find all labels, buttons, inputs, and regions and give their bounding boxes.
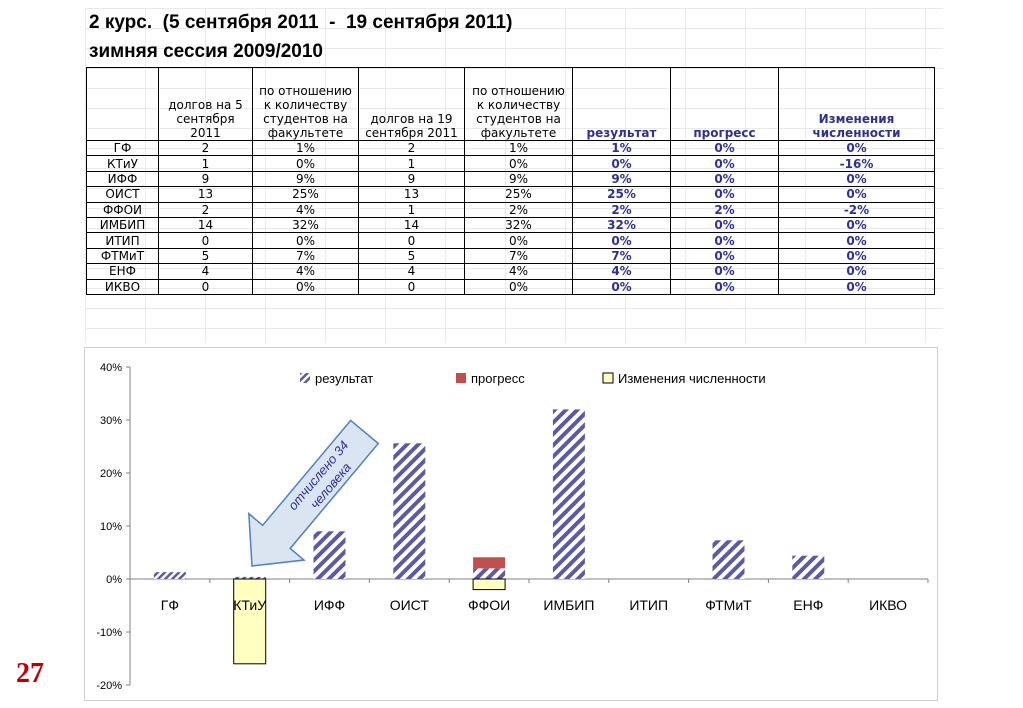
table-row: ЕНФ 4 4% 4 4% 4% 0% 0% bbox=[86, 263, 935, 280]
bar-0-ИФФ bbox=[313, 531, 346, 579]
value-cell: 4% bbox=[464, 263, 573, 280]
table-row: ИМБИП 14 32% 14 32% 32% 0% 0% bbox=[86, 216, 935, 234]
faculty-cell: ЕНФ bbox=[86, 263, 159, 280]
value-cell: 4 bbox=[158, 263, 253, 280]
value-cell: 4% bbox=[252, 263, 359, 280]
value-cell: 25% bbox=[572, 186, 671, 203]
legend-swatch bbox=[456, 373, 466, 383]
column-header: долгов на 5 сентября 2011 bbox=[158, 67, 253, 141]
table-header-row: долгов на 5 сентября 2011 по отношению к … bbox=[86, 67, 935, 141]
bar-0-ОИСТ bbox=[393, 443, 426, 579]
bar-2-КТиУ bbox=[233, 578, 267, 665]
value-cell: 7% bbox=[252, 247, 359, 265]
faculty-cell: ФФОИ bbox=[86, 201, 159, 218]
column-header bbox=[86, 67, 159, 141]
bar-1-ФФОИ bbox=[473, 557, 506, 569]
bar-2-ФФОИ bbox=[472, 578, 506, 591]
title-line-2: зимняя сессия 2009/2010 bbox=[89, 41, 323, 62]
column-header: по отношению к количеству студентов на ф… bbox=[252, 67, 359, 141]
table-row: ФТМиТ 5 7% 5 7% 7% 0% 0% bbox=[86, 247, 935, 265]
arrow-shape bbox=[247, 419, 380, 567]
page-number: 27 bbox=[16, 658, 44, 689]
x-tick-label: ИКВО bbox=[869, 597, 907, 613]
x-tick-label: КТиУ bbox=[233, 597, 266, 613]
y-tick-label: -10% bbox=[96, 627, 122, 639]
value-cell: 14 bbox=[358, 216, 465, 234]
value-cell: 0% bbox=[464, 278, 573, 295]
value-cell: 0% bbox=[670, 186, 779, 203]
bar-0-ГФ bbox=[153, 572, 186, 579]
legend-swatch bbox=[602, 372, 614, 384]
x-tick-label: ФФОИ bbox=[468, 597, 510, 613]
value-cell: 0% bbox=[778, 247, 935, 265]
bar-0-КТиУ bbox=[233, 576, 266, 579]
bar-0-ФФОИ bbox=[473, 568, 506, 579]
value-cell: 0% bbox=[670, 278, 779, 295]
value-cell: 5 bbox=[358, 247, 465, 265]
y-tick-label: 0% bbox=[106, 574, 122, 586]
value-cell: 0% bbox=[778, 232, 935, 249]
x-tick-label: ОИСТ bbox=[390, 597, 430, 613]
debt-table: долгов на 5 сентября 2011 по отношению к … bbox=[86, 67, 935, 295]
column-header: долгов на 19 сентября 2011 bbox=[358, 67, 465, 141]
value-cell: 0 bbox=[158, 278, 253, 295]
value-cell: 0% bbox=[778, 263, 935, 280]
y-tick-label: 20% bbox=[100, 468, 122, 480]
legend-entry: Изменения численности bbox=[618, 371, 766, 386]
title-line-1: 2 курс. (5 сентября 2011 - 19 сентября 2… bbox=[89, 12, 513, 33]
legend-swatch bbox=[300, 373, 310, 383]
faculty-cell: ОИСТ bbox=[86, 186, 159, 203]
chart-frame bbox=[84, 347, 938, 701]
value-cell: 0% bbox=[252, 278, 359, 295]
x-tick-label: ИФФ bbox=[314, 597, 345, 613]
x-tick-label: ГФ bbox=[161, 597, 179, 613]
legend-entry: прогресс bbox=[471, 371, 525, 386]
value-cell: 0% bbox=[778, 278, 935, 295]
value-cell: 0% bbox=[572, 278, 671, 295]
value-cell: 7% bbox=[464, 247, 573, 265]
value-cell: 4% bbox=[572, 263, 671, 280]
x-tick-label: ИМБИП bbox=[543, 597, 594, 613]
table-row: ГФ 2 1% 2 1% 1% 0% 0% bbox=[86, 139, 935, 157]
column-header: по отношению к количеству студентов на ф… bbox=[464, 67, 573, 141]
x-tick-label: ФТМиТ bbox=[705, 597, 752, 613]
table-row: КТиУ 1 0% 1 0% 0% 0% -16% bbox=[86, 155, 935, 172]
y-tick-label: -20% bbox=[96, 680, 122, 692]
faculty-cell: ИКВО bbox=[86, 278, 159, 295]
table-row: ИКВО 0 0% 0 0% 0% 0% 0% bbox=[86, 278, 935, 295]
y-tick-label: 40% bbox=[100, 362, 122, 374]
x-tick-label: ИТИП bbox=[629, 597, 668, 613]
value-cell: 5 bbox=[158, 247, 253, 265]
y-tick-label: 10% bbox=[100, 521, 122, 533]
value-cell: 0% bbox=[670, 247, 779, 265]
table-row: ФФОИ 2 4% 1 2% 2% 2% -2% bbox=[86, 201, 935, 218]
bar-0-ИМБИП bbox=[552, 409, 585, 579]
value-cell: 0% bbox=[670, 216, 779, 234]
value-cell: 0% bbox=[572, 155, 671, 172]
bar-0-ФТМиТ bbox=[712, 540, 745, 579]
value-cell: 13 bbox=[158, 186, 253, 203]
bar-0-ЕНФ bbox=[792, 555, 825, 579]
legend-entry: результат bbox=[315, 371, 373, 386]
x-tick-label: ЕНФ bbox=[793, 597, 823, 613]
column-header: Изменения численности bbox=[778, 67, 935, 141]
y-tick-label: 30% bbox=[100, 415, 122, 427]
